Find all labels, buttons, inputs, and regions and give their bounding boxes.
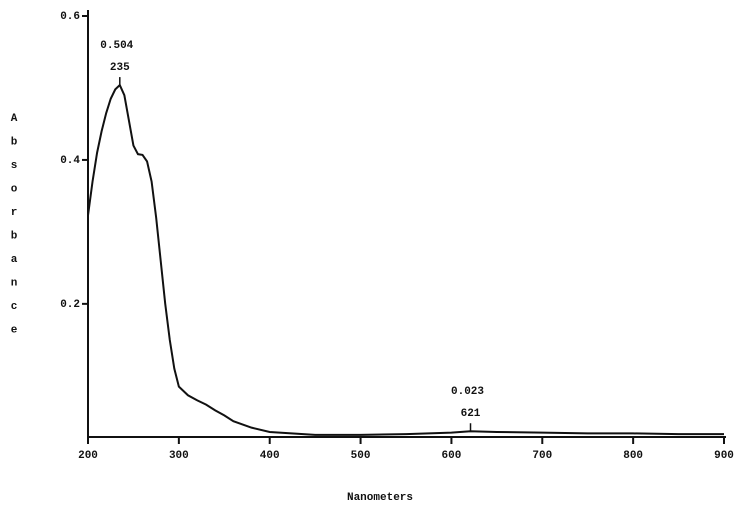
y-tick-label: 0.6 [60,11,80,23]
spectrum-line [87,83,724,436]
x-tick-label: 800 [623,450,643,462]
x-axis-label: Nanometers [347,492,413,504]
x-tick-label: 300 [169,450,189,462]
x-tick-label: 600 [442,450,462,462]
x-tick-label: 700 [532,450,552,462]
x-tick-label: 400 [260,450,280,462]
x-tick-label: 500 [351,450,371,462]
x-tick-label: 900 [714,450,734,462]
peak-wavelength: 235 [110,62,130,74]
peak-value: 0.023 [451,386,484,398]
peak-value: 0.504 [100,40,133,52]
y-tick-label: 0.4 [60,155,80,167]
x-tick-label: 200 [78,450,98,462]
y-tick-label: 0.2 [60,299,80,311]
peak-wavelength: 621 [461,408,481,420]
